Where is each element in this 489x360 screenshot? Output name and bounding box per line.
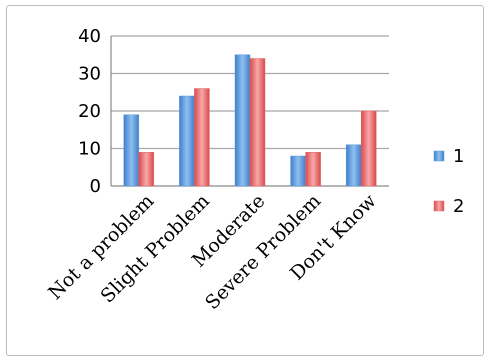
bar-series-2-1 — [194, 88, 210, 187]
bars — [123, 54, 377, 187]
bar-series-1-2 — [234, 54, 251, 187]
bar-series-2-0 — [138, 152, 155, 187]
legend-label: 1 — [453, 146, 464, 167]
bar-series-1-0 — [123, 114, 140, 187]
legend: 12 — [433, 146, 464, 217]
legend-label: 2 — [453, 196, 464, 217]
bar-series-1-3 — [290, 155, 306, 187]
bar-series-2-4 — [360, 110, 377, 187]
bar-series-2-2 — [249, 58, 266, 187]
y-tick-label: 10 — [78, 139, 101, 160]
y-tick-label: 30 — [78, 64, 101, 85]
legend-swatch — [433, 150, 445, 162]
y-tick-label: 40 — [78, 26, 101, 47]
bar-series-1-4 — [345, 144, 362, 187]
y-tick-label: 20 — [78, 101, 101, 122]
legend-swatch — [433, 200, 445, 212]
y-tick-labels: 0 10 20 30 40 — [78, 26, 101, 197]
y-tick-label: 0 — [90, 176, 101, 197]
bar-series-2-3 — [305, 152, 321, 187]
bar-series-1-1 — [179, 95, 195, 187]
gridlines — [110, 35, 389, 187]
